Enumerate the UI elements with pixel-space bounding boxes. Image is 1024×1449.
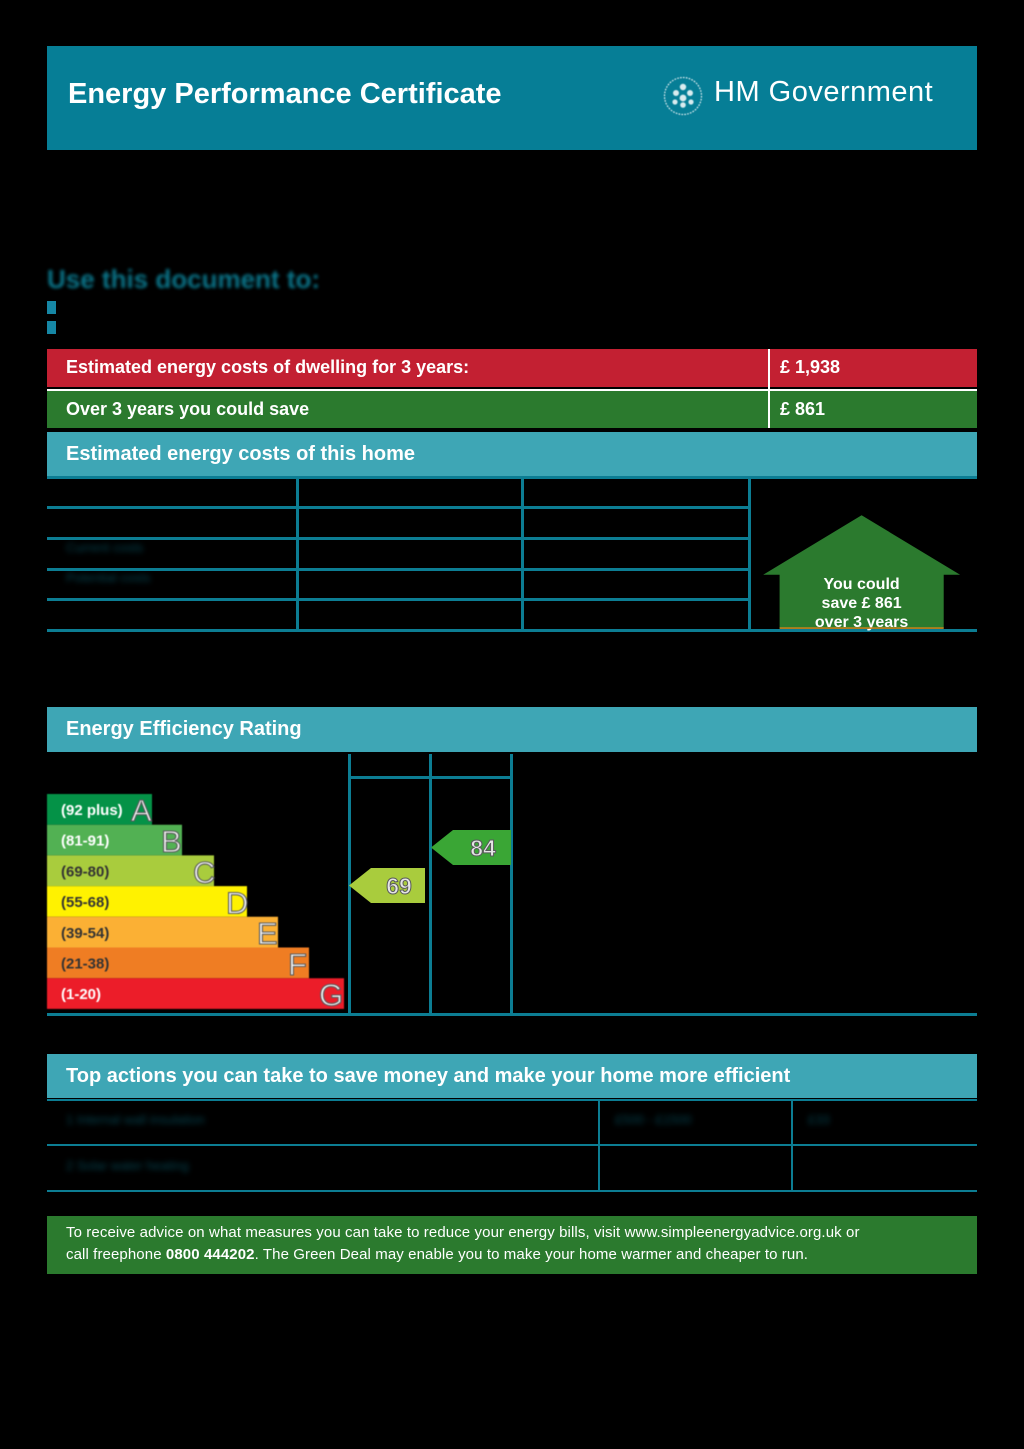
svg-text:C: C	[193, 855, 215, 890]
svg-text:(21-38): (21-38)	[61, 956, 109, 973]
svg-text:69: 69	[386, 873, 412, 899]
svg-text:save £ 861: save £ 861	[822, 595, 902, 612]
svg-text:(55-68): (55-68)	[61, 894, 109, 911]
svg-text:A: A	[131, 794, 152, 828]
svg-text:(39-54): (39-54)	[61, 925, 109, 942]
svg-text:(1-20): (1-20)	[61, 986, 101, 1003]
svg-text:E: E	[257, 916, 278, 951]
svg-text:(92 plus): (92 plus)	[61, 802, 123, 819]
svg-text:(81-91): (81-91)	[61, 833, 109, 850]
svg-text:B: B	[161, 824, 182, 859]
svg-text:D: D	[226, 886, 248, 921]
svg-text:F: F	[288, 947, 307, 982]
svg-text:You could: You could	[824, 576, 900, 593]
svg-text:(69-80): (69-80)	[61, 863, 109, 880]
svg-text:84: 84	[470, 835, 496, 861]
svg-text:G: G	[319, 978, 343, 1010]
